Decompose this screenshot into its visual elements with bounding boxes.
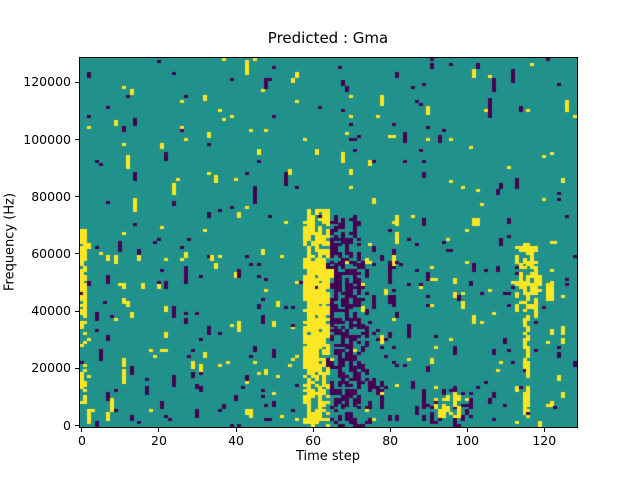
y-tick-mark <box>75 196 79 198</box>
x-tick-mark <box>312 428 314 432</box>
x-tick-mark <box>235 428 237 432</box>
y-tick-label: 60000 <box>31 245 71 261</box>
y-tick-mark <box>75 139 79 141</box>
x-tick-mark <box>81 428 83 432</box>
y-tick-label: 120000 <box>23 74 71 90</box>
x-tick-label: 0 <box>77 433 86 448</box>
x-tick-label: 80 <box>382 433 399 448</box>
x-tick-label: 120 <box>532 433 557 448</box>
y-tick-label: 0 <box>63 417 71 433</box>
heatmap-plot <box>80 58 577 427</box>
x-tick-label: 20 <box>151 433 167 448</box>
y-tick-mark <box>75 253 79 255</box>
y-axis-label: Frequency (Hz) <box>2 192 18 292</box>
y-tick-mark <box>75 81 79 83</box>
x-tick-label: 60 <box>305 433 322 448</box>
y-tick-label: 80000 <box>31 188 71 204</box>
x-tick-mark <box>543 428 545 432</box>
x-tick-label: 40 <box>228 433 244 448</box>
x-tick-label: 100 <box>455 433 480 448</box>
y-tick-mark <box>75 367 79 369</box>
x-tick-mark <box>466 428 468 432</box>
chart-title: Predicted : Gma <box>267 29 389 47</box>
x-tick-mark <box>389 428 391 432</box>
y-tick-label: 100000 <box>23 131 71 147</box>
plot-area-border <box>79 57 578 428</box>
x-axis-label: Time step <box>295 449 361 464</box>
y-tick-label: 20000 <box>31 360 71 376</box>
y-tick-mark <box>75 425 79 427</box>
y-tick-mark <box>75 310 79 312</box>
y-tick-label: 40000 <box>31 303 71 319</box>
x-tick-mark <box>158 428 160 432</box>
